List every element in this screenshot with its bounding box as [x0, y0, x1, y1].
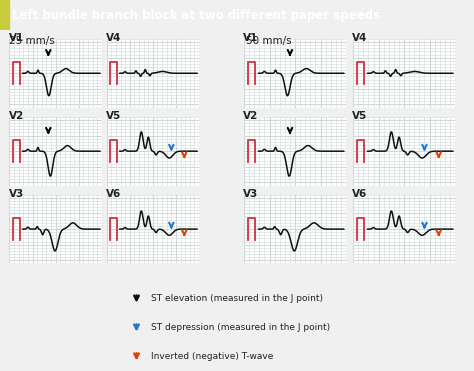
Text: V2: V2 [9, 111, 24, 121]
Text: V6: V6 [352, 189, 367, 199]
Text: V3: V3 [9, 189, 24, 199]
Text: V1: V1 [9, 33, 24, 43]
Text: V2: V2 [243, 111, 258, 121]
Text: V4: V4 [352, 33, 367, 43]
Text: V3: V3 [243, 189, 258, 199]
Text: Inverted (negative) T-wave: Inverted (negative) T-wave [151, 352, 273, 361]
Text: V5: V5 [352, 111, 367, 121]
Text: V6: V6 [106, 189, 121, 199]
Text: Left bundle branch block at two different paper speeds: Left bundle branch block at two differen… [12, 9, 380, 22]
Text: 25 mm/s: 25 mm/s [9, 36, 55, 46]
Text: 50 mm/s: 50 mm/s [246, 36, 292, 46]
Text: V4: V4 [106, 33, 121, 43]
Bar [0, 0, 9, 30]
Text: V5: V5 [106, 111, 121, 121]
Text: ST depression (measured in the J point): ST depression (measured in the J point) [151, 323, 330, 332]
Text: ST elevation (measured in the J point): ST elevation (measured in the J point) [151, 294, 323, 303]
Text: V1: V1 [243, 33, 258, 43]
